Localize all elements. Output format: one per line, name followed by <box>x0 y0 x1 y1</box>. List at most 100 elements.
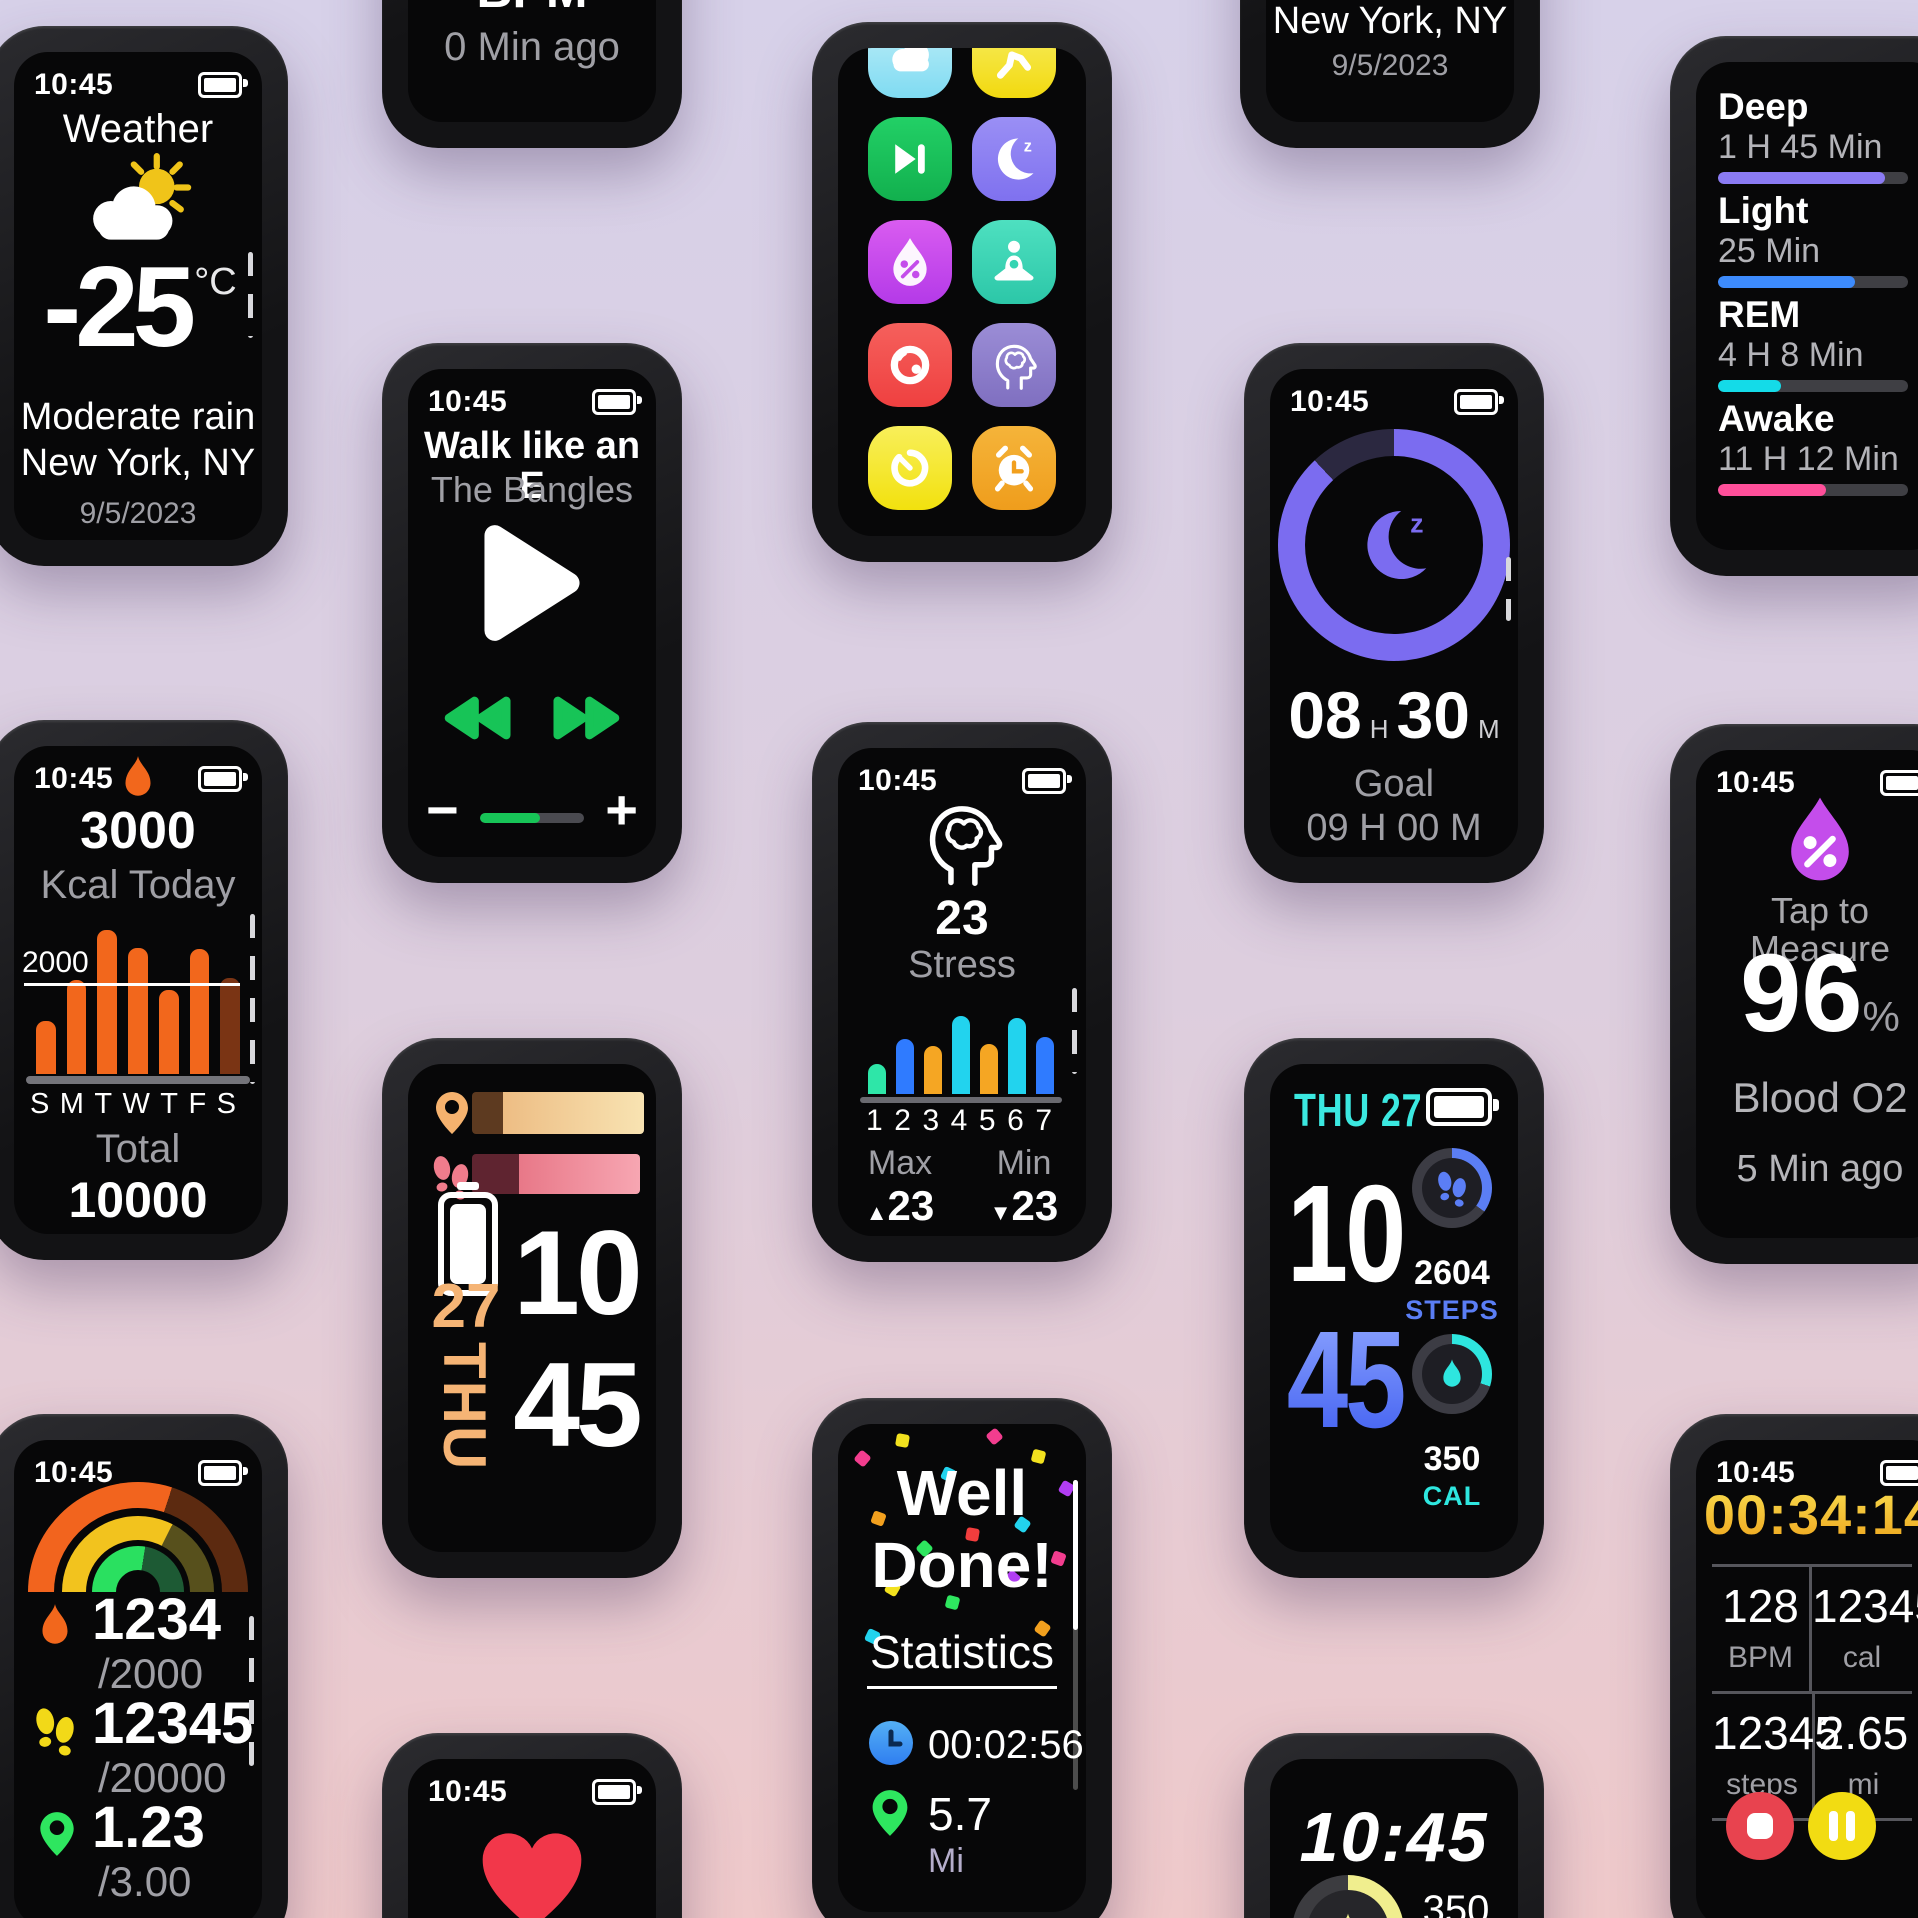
meditation-icon <box>994 240 1034 281</box>
status-time: 10:45 <box>1716 766 1796 799</box>
max-min-values: ▲23 ▼23 <box>865 1182 1059 1229</box>
strap-lug <box>592 317 646 363</box>
stage-value: 1 H 45 Min <box>1718 128 1883 166</box>
battery-icon <box>438 1192 498 1296</box>
pause-button[interactable] <box>1808 1792 1876 1860</box>
next-button[interactable] <box>548 691 626 750</box>
well-done-screen[interactable]: Well Done! Statistics 00:02:56 5.7 Mi <box>838 1424 1086 1912</box>
volume-down-button[interactable]: − <box>426 778 459 841</box>
scroll-indicator[interactable] <box>1072 988 1077 1074</box>
weather-screen[interactable]: 10:45 Weather -25 °C Moderate rain New Yo… <box>14 52 262 540</box>
day-date: THU 27 <box>1294 1084 1423 1136</box>
side-button[interactable] <box>680 1220 696 1332</box>
scrollbar-track[interactable] <box>1073 1480 1078 1790</box>
app-icon-workout[interactable] <box>972 48 1056 98</box>
flame-icon <box>36 1602 74 1655</box>
previous-button[interactable] <box>438 691 516 750</box>
stat-value: 2.65 <box>1818 1707 1909 1759</box>
volume-slider[interactable] <box>480 813 584 823</box>
blood-oxygen-screen[interactable]: 10:45 Tap to Measure 96% Blood O2 5 Min … <box>1696 750 1918 1238</box>
strap-lug <box>198 1388 252 1434</box>
app-grid-screen[interactable]: z <box>838 48 1086 536</box>
app-icon-timer[interactable] <box>868 426 952 510</box>
app-icon-blood-oxygen[interactable] <box>868 220 952 304</box>
strap-lug <box>1022 542 1076 588</box>
alarm-clock-icon <box>994 445 1034 492</box>
play-button[interactable] <box>480 521 584 650</box>
stop-icon <box>1747 1813 1773 1839</box>
spo2-value: 96% <box>1740 932 1900 1055</box>
app-icon-camera[interactable] <box>868 323 952 407</box>
strap-lug <box>1706 1388 1760 1434</box>
strap-lug <box>1454 1012 1508 1058</box>
strap-lug <box>1706 698 1760 744</box>
strap-lug <box>1280 1707 1334 1753</box>
music-screen[interactable]: 10:45 Walk like an E The Bangles − + <box>408 369 656 857</box>
sleep-goal-screen[interactable]: 10:45 z 08 H 30 M Goal 09 H 00 M <box>1270 369 1518 857</box>
strap-lug <box>418 1558 472 1604</box>
strap-lug <box>1454 1558 1508 1604</box>
strap-lug <box>848 696 902 742</box>
side-button[interactable] <box>1110 904 1126 1016</box>
weather-date: 9/5/2023 <box>1331 49 1449 82</box>
strap-lug <box>592 1012 646 1058</box>
side-button[interactable] <box>1110 1580 1126 1692</box>
stress-value: 23 <box>935 892 989 945</box>
temperature-value: -25 <box>43 244 196 371</box>
strap-lug <box>418 317 472 363</box>
side-button[interactable] <box>1542 525 1558 637</box>
status-time: 10:45 <box>428 385 508 418</box>
app-icon-music[interactable] <box>868 117 952 201</box>
strap-lug <box>1280 317 1334 363</box>
steps-value: 2604 <box>1414 1254 1490 1292</box>
calories-value: 350 <box>1423 1440 1481 1478</box>
app-icon-breathe[interactable] <box>972 220 1056 304</box>
side-button[interactable] <box>680 525 696 637</box>
temperature-unit: °C <box>194 261 237 303</box>
flame-icon <box>119 754 157 807</box>
spo2-label: Blood O2 <box>1732 1074 1908 1121</box>
location-pin-icon <box>870 1788 910 1843</box>
scroll-indicator[interactable] <box>1506 557 1511 621</box>
side-button[interactable] <box>286 902 302 1014</box>
stop-button[interactable] <box>1726 1792 1794 1860</box>
volume-up-button[interactable]: + <box>605 778 638 841</box>
calories-screen[interactable]: 10:45 3000 Kcal Today 2000 <box>14 746 262 1234</box>
sun-cloud-icon <box>75 152 201 253</box>
watch-heart-rate-partial: BPM 0 Min ago <box>382 0 682 174</box>
side-button[interactable] <box>1110 204 1126 316</box>
heart-rate-screen[interactable]: 10:45 <box>408 1759 656 1918</box>
scrollbar-thumb[interactable] <box>1073 1480 1078 1630</box>
strap-lug <box>592 1558 646 1604</box>
watch-face-screen[interactable]: THU 27 10 45 2604 STEPS 350 CAL <box>1270 1064 1518 1552</box>
sleep-stages-screen[interactable]: Deep 1 H 45 Min Light 25 Min REM 4 H 8 M… <box>1696 62 1918 550</box>
heart-rate-screen[interactable]: BPM 0 Min ago <box>408 0 656 122</box>
strap-lug <box>24 546 78 592</box>
weather-screen[interactable]: New York, NY 9/5/2023 <box>1266 0 1514 122</box>
activity-screen[interactable]: 10:45 1234 /2000 12345 /20000 1.2 <box>14 1440 262 1918</box>
strap-lug <box>848 1242 902 1288</box>
tap-to-measure-hint[interactable]: Tap to Measure <box>1749 890 1891 969</box>
scroll-indicator[interactable] <box>250 914 255 1084</box>
side-button[interactable] <box>286 208 302 320</box>
side-button[interactable] <box>1542 1220 1558 1332</box>
scroll-indicator[interactable] <box>249 1616 254 1766</box>
watch-face-screen[interactable]: 10:45 350 <box>1270 1759 1518 1918</box>
strap-lug <box>592 1707 646 1753</box>
app-icon-sleep[interactable]: z <box>972 117 1056 201</box>
clock-minute: 45 <box>513 1338 642 1472</box>
moon-icon: z <box>1367 508 1427 580</box>
fast-forward-icon <box>553 696 620 740</box>
distance-goal: /3.00 <box>98 1858 192 1905</box>
scroll-indicator[interactable] <box>248 252 253 338</box>
side-button[interactable] <box>286 1596 302 1708</box>
app-icon-alarm[interactable] <box>972 426 1056 510</box>
app-icon-weather[interactable] <box>868 48 952 98</box>
app-icon-stress[interactable] <box>972 323 1056 407</box>
goal-value: 09 H 00 M <box>1306 807 1482 849</box>
drop-percent-icon <box>893 238 927 286</box>
watch-face-screen[interactable]: 27 THU 10 45 <box>408 1064 656 1552</box>
